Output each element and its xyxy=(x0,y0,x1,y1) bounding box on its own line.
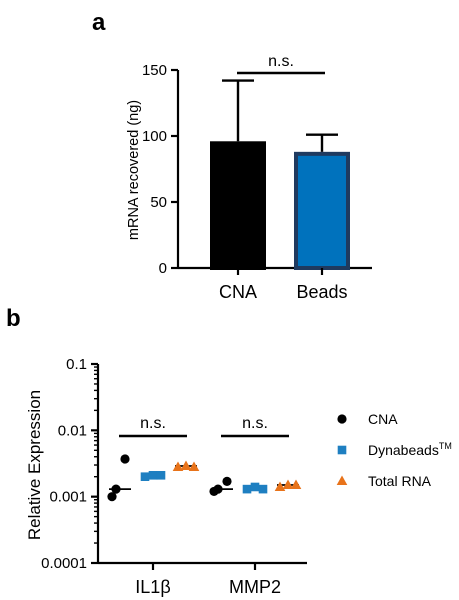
legend-marker xyxy=(337,414,347,424)
chart-b-ytick-label: 0.001 xyxy=(49,489,87,506)
chart-b-point xyxy=(290,479,302,489)
panel-a-label: a xyxy=(92,9,106,36)
chart-a-ytick-label: 150 xyxy=(142,62,167,79)
legend-label: CNA xyxy=(368,411,398,427)
chart-b-xtick-label: IL1β xyxy=(135,577,170,597)
chart-b-point xyxy=(222,476,232,486)
chart-a-xtick-label: Beads xyxy=(296,282,347,302)
chart-b-point xyxy=(140,472,150,481)
chart-b-legend: CNA DynabeadsTM Total RNA xyxy=(336,411,452,489)
chart-a-bar xyxy=(210,141,266,270)
chart-b-point xyxy=(120,454,130,464)
chart-a-ytick-label: 50 xyxy=(150,194,167,211)
chart-b-significance-label: n.s. xyxy=(242,415,268,432)
panel-b-label: b xyxy=(6,305,21,332)
chart-b-point xyxy=(274,481,286,491)
legend-label-superscript: TM xyxy=(439,441,452,451)
chart-b-point xyxy=(242,484,252,494)
chart-b-ytick-label: 0.1 xyxy=(66,356,87,373)
chart-a-ytick-label: 100 xyxy=(142,128,167,145)
legend-marker xyxy=(337,445,347,455)
chart-b-point xyxy=(148,470,158,480)
chart-b-significance-label: n.s. xyxy=(140,415,166,432)
chart-b-point xyxy=(250,482,260,492)
chart-b-point xyxy=(180,460,192,470)
chart-b-point xyxy=(258,484,268,494)
legend-label: Total RNA xyxy=(368,473,432,489)
chart-a-ylabel: mRNA recovered (ng) xyxy=(126,100,142,240)
chart-b-xtick-label: MMP2 xyxy=(229,577,281,597)
chart-b-point xyxy=(172,461,184,472)
chart-a-xtick-label: CNA xyxy=(219,282,257,302)
chart-b: 0.0001 0.001 0.01 0.1 IL1β n.s. MMP2 n.s. xyxy=(41,356,307,597)
chart-b-point xyxy=(111,484,121,494)
chart-b-ytick-label: 0.01 xyxy=(58,422,87,439)
chart-b-point xyxy=(188,461,200,472)
chart-b-point xyxy=(282,479,294,489)
legend-marker xyxy=(336,475,348,485)
chart-a-ytick-label: 0 xyxy=(159,260,167,277)
chart-b-point xyxy=(213,484,223,494)
chart-b-point xyxy=(107,492,117,502)
legend-label: DynabeadsTM xyxy=(368,441,452,458)
chart-b-ylabel: Relative Expression xyxy=(25,390,44,540)
chart-a-significance-label: n.s. xyxy=(268,53,294,70)
chart-a-bar xyxy=(294,151,350,270)
chart-a: 0 50 100 150 CNA Beads n.s. xyxy=(142,53,372,302)
chart-b-ytick-label: 0.0001 xyxy=(41,555,87,572)
chart-b-point xyxy=(156,470,166,480)
